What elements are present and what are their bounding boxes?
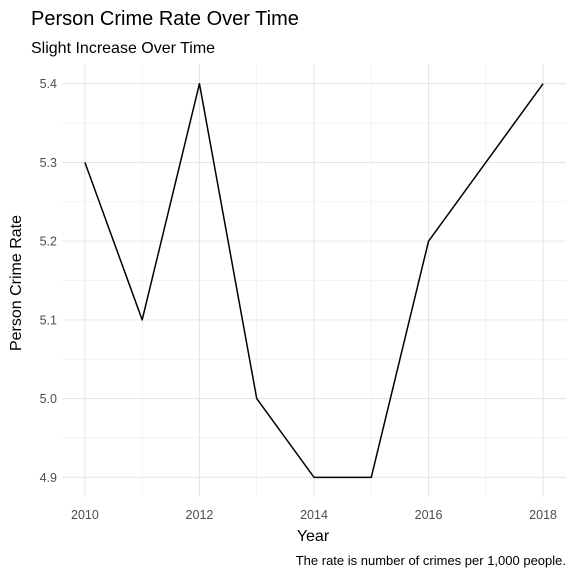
series-layer bbox=[84, 82, 544, 479]
y-tick-label: 5.2 bbox=[40, 235, 57, 249]
plot-area bbox=[62, 64, 566, 497]
chart-caption: The rate is number of crimes per 1,000 p… bbox=[296, 553, 566, 568]
y-tick-label: 5.3 bbox=[40, 156, 57, 170]
y-tick-label: 5.1 bbox=[40, 313, 57, 327]
y-axis-tick-labels: 4.9 5.0 5.1 5.2 5.3 5.4 bbox=[40, 77, 57, 485]
x-tick-label: 2014 bbox=[300, 508, 328, 522]
x-axis-title: Year bbox=[297, 528, 330, 545]
major-gridlines bbox=[62, 64, 566, 497]
y-tick-label: 5.0 bbox=[40, 392, 57, 406]
chart-subtitle: Slight Increase Over Time bbox=[31, 40, 215, 57]
y-tick-label: 4.9 bbox=[40, 471, 57, 485]
y-axis-title: Person Crime Rate bbox=[8, 215, 25, 351]
x-tick-label: 2010 bbox=[71, 508, 99, 522]
x-tick-label: 2018 bbox=[529, 508, 557, 522]
series-line bbox=[84, 82, 544, 479]
x-tick-label: 2012 bbox=[186, 508, 214, 522]
y-tick-label: 5.4 bbox=[40, 77, 57, 91]
x-tick-label: 2016 bbox=[415, 508, 443, 522]
chart-title: Person Crime Rate Over Time bbox=[31, 8, 299, 30]
x-axis-tick-labels: 2010 2012 2014 2016 2018 bbox=[71, 508, 557, 522]
